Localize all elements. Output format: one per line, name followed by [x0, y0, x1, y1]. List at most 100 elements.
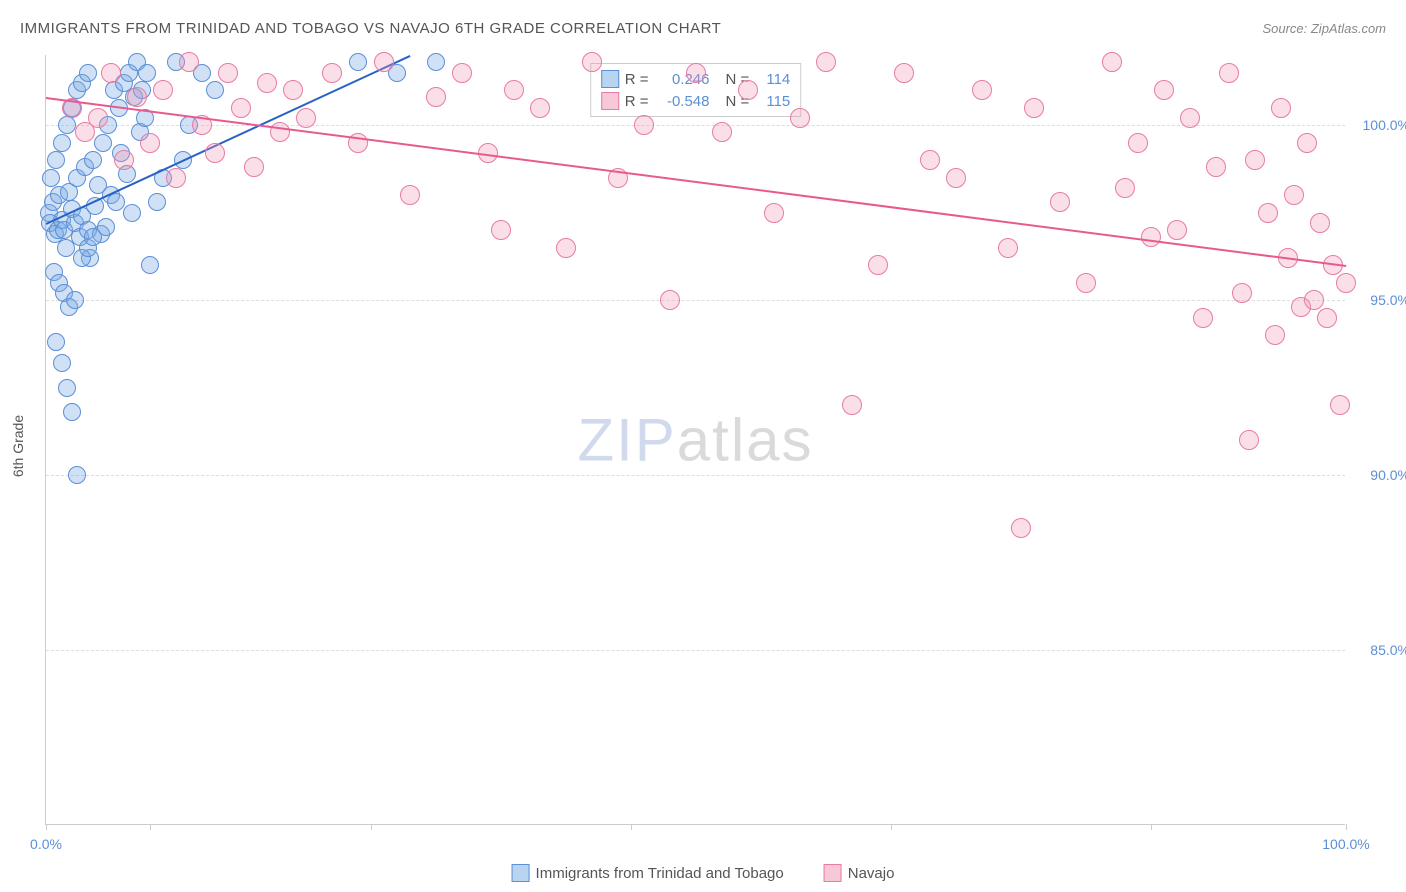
- data-point: [47, 333, 65, 351]
- data-point: [738, 80, 758, 100]
- data-point: [374, 52, 394, 72]
- data-point: [491, 220, 511, 240]
- watermark-atlas: atlas: [677, 406, 814, 473]
- data-point: [1258, 203, 1278, 223]
- data-point: [1115, 178, 1135, 198]
- data-point: [270, 122, 290, 142]
- data-point: [166, 168, 186, 188]
- y-tick-label: 90.0%: [1370, 467, 1406, 483]
- data-point: [1336, 273, 1356, 293]
- data-point: [998, 238, 1018, 258]
- bottom-legend-item: Immigrants from Trinidad and Tobago: [512, 864, 784, 882]
- legend-swatch: [824, 864, 842, 882]
- data-point: [349, 53, 367, 71]
- source-label: Source: ZipAtlas.com: [1262, 21, 1386, 36]
- trend-line: [46, 97, 1346, 267]
- data-point: [141, 256, 159, 274]
- x-tick: [631, 824, 632, 830]
- data-point: [868, 255, 888, 275]
- data-point: [1102, 52, 1122, 72]
- data-point: [1317, 308, 1337, 328]
- data-point: [205, 143, 225, 163]
- data-point: [582, 52, 602, 72]
- data-point: [1206, 157, 1226, 177]
- data-point: [634, 115, 654, 135]
- legend-swatch: [512, 864, 530, 882]
- data-point: [58, 116, 76, 134]
- gridline-h: [46, 475, 1345, 476]
- data-point: [712, 122, 732, 142]
- legend-swatch: [601, 70, 619, 88]
- bottom-legend: Immigrants from Trinidad and Tobago Navaj…: [512, 864, 895, 882]
- data-point: [123, 204, 141, 222]
- data-point: [68, 466, 86, 484]
- data-point: [1219, 63, 1239, 83]
- data-point: [920, 150, 940, 170]
- y-tick-label: 95.0%: [1370, 292, 1406, 308]
- data-point: [1128, 133, 1148, 153]
- plot-area: ZIPatlas R =0.246N =114R =-0.548N =115 8…: [45, 55, 1345, 825]
- data-point: [66, 291, 84, 309]
- data-point: [427, 53, 445, 71]
- data-point: [206, 81, 224, 99]
- gridline-h: [46, 125, 1345, 126]
- n-value: 115: [755, 93, 790, 110]
- data-point: [556, 238, 576, 258]
- data-point: [686, 63, 706, 83]
- x-tick: [1346, 824, 1347, 830]
- data-point: [1271, 98, 1291, 118]
- legend-label: Navajo: [848, 865, 895, 882]
- watermark-zip: ZIP: [577, 406, 676, 473]
- x-tick-label: 100.0%: [1322, 836, 1369, 852]
- r-value: -0.548: [655, 93, 710, 110]
- x-tick-label: 0.0%: [30, 836, 62, 852]
- data-point: [257, 73, 277, 93]
- data-point: [94, 134, 112, 152]
- gridline-h: [46, 300, 1345, 301]
- data-point: [218, 63, 238, 83]
- gridline-h: [46, 650, 1345, 651]
- x-tick: [46, 824, 47, 830]
- data-point: [138, 64, 156, 82]
- data-point: [42, 169, 60, 187]
- data-point: [63, 403, 81, 421]
- bottom-legend-item: Navajo: [824, 864, 895, 882]
- r-label: R =: [625, 71, 649, 88]
- data-point: [153, 80, 173, 100]
- data-point: [1284, 185, 1304, 205]
- data-point: [1167, 220, 1187, 240]
- data-point: [101, 63, 121, 83]
- y-tick-label: 85.0%: [1370, 642, 1406, 658]
- data-point: [53, 354, 71, 372]
- data-point: [88, 108, 108, 128]
- x-tick: [1151, 824, 1152, 830]
- data-point: [1232, 283, 1252, 303]
- data-point: [1297, 133, 1317, 153]
- data-point: [231, 98, 251, 118]
- data-point: [1024, 98, 1044, 118]
- data-point: [660, 290, 680, 310]
- data-point: [816, 52, 836, 72]
- data-point: [283, 80, 303, 100]
- data-point: [1265, 325, 1285, 345]
- data-point: [1076, 273, 1096, 293]
- legend-label: Immigrants from Trinidad and Tobago: [536, 865, 784, 882]
- data-point: [764, 203, 784, 223]
- data-point: [790, 108, 810, 128]
- data-point: [79, 64, 97, 82]
- data-point: [53, 134, 71, 152]
- data-point: [1330, 395, 1350, 415]
- data-point: [127, 87, 147, 107]
- data-point: [400, 185, 420, 205]
- y-tick-label: 100.0%: [1363, 117, 1406, 133]
- watermark: ZIPatlas: [577, 405, 813, 474]
- data-point: [47, 151, 65, 169]
- x-tick: [371, 824, 372, 830]
- data-point: [296, 108, 316, 128]
- y-axis-title: 6th Grade: [10, 415, 26, 477]
- data-point: [1245, 150, 1265, 170]
- data-point: [1011, 518, 1031, 538]
- data-point: [179, 52, 199, 72]
- r-label: R =: [625, 93, 649, 110]
- data-point: [322, 63, 342, 83]
